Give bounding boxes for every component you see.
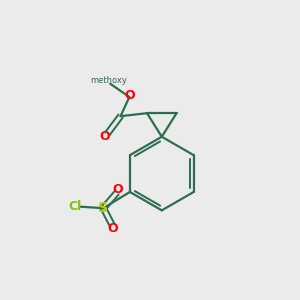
Text: S: S — [98, 201, 108, 215]
Text: O: O — [99, 130, 110, 143]
Text: Cl: Cl — [69, 200, 82, 213]
Text: methoxy: methoxy — [90, 76, 127, 85]
Text: O: O — [107, 222, 118, 235]
Text: O: O — [113, 183, 123, 196]
Text: O: O — [125, 89, 135, 102]
